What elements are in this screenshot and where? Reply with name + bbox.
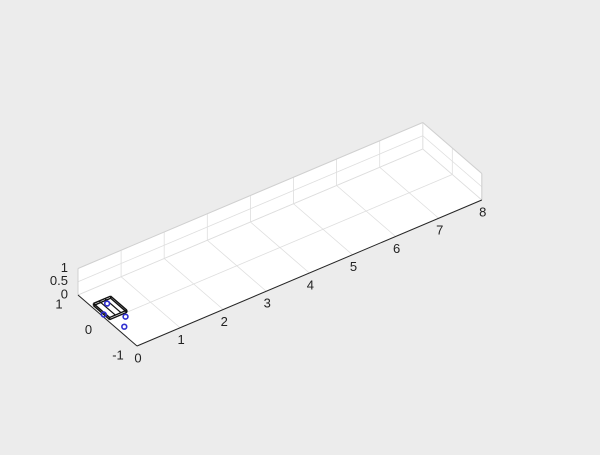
- wireframe-edge: [110, 297, 128, 313]
- wireframe-edge: [110, 295, 128, 311]
- y-tick-label: -1: [112, 347, 124, 362]
- x-tick-label: 6: [393, 241, 400, 256]
- wireframe-edge: [109, 311, 128, 321]
- scatter-point: [122, 313, 129, 320]
- wireframe-edge: [109, 309, 128, 319]
- wireframe-shapes: [92, 295, 128, 321]
- scatter-point: [103, 300, 111, 307]
- grid-line-floor-y: [107, 174, 453, 321]
- x-tick-label: 2: [221, 314, 228, 329]
- z-tick-label: 0: [61, 286, 68, 301]
- scatter-point: [121, 323, 128, 330]
- box-edge: [422, 122, 483, 174]
- z-tick-label: 0.5: [50, 273, 68, 288]
- x-axis-line: [136, 199, 482, 347]
- y-tick-label: 1: [55, 296, 62, 311]
- wireframe-edge: [92, 302, 111, 318]
- y-tick-label: 0: [85, 322, 92, 337]
- wireframe-edge: [93, 295, 111, 305]
- z-tick-label: 1: [61, 260, 68, 275]
- x-tick-label: 3: [264, 296, 271, 311]
- x-tick-label: 8: [479, 204, 486, 219]
- data-points: [100, 300, 129, 330]
- box-edge: [77, 122, 423, 269]
- x-tick-label: 4: [307, 277, 314, 292]
- wireframe-edge: [93, 297, 111, 307]
- wireframe-edge: [98, 300, 116, 316]
- grid-line-back-z: [77, 148, 423, 296]
- x-tick-label: 7: [436, 223, 443, 238]
- x-tick-label: 0: [134, 350, 141, 365]
- x-tick-label: 1: [177, 332, 184, 347]
- scatter-point: [100, 311, 107, 318]
- grid-line-back-z: [77, 135, 423, 283]
- axes-box: [77, 122, 483, 347]
- grid-line-side-z: [422, 148, 483, 201]
- y-axis-line: [77, 294, 138, 347]
- x-tick-label: 5: [350, 259, 357, 274]
- grid-line-side-z: [422, 135, 483, 188]
